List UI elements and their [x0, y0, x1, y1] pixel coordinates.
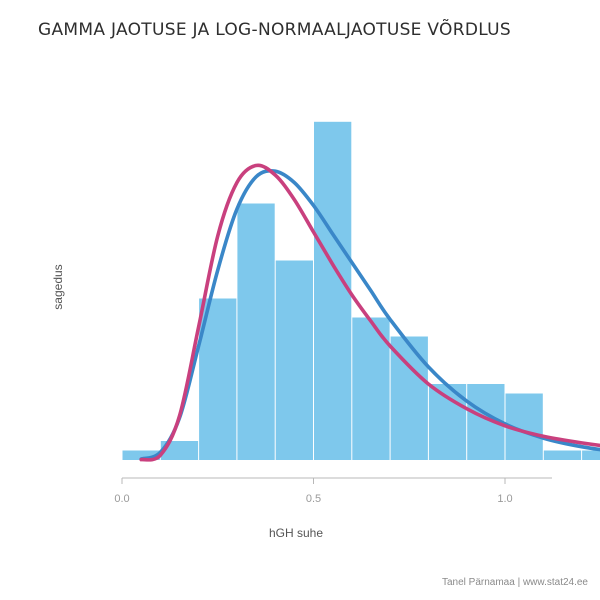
credit-text: Tanel Pärnamaa | www.stat24.ee [441, 577, 588, 588]
x-tick-label: 1.0 [497, 493, 512, 505]
density-curves [139, 163, 600, 462]
lognormal-curve [139, 163, 600, 462]
histogram-bar [275, 260, 313, 460]
x-tick-label: 0.5 [306, 493, 321, 505]
x-axis-label: hGH suhe [268, 526, 324, 540]
histogram-bar [160, 441, 199, 460]
x-tick-label: 0.0 [114, 493, 129, 505]
histogram-bar [582, 450, 600, 460]
x-axis-ticks: 0.00.51.01.52.0 [114, 478, 513, 505]
histogram-bar [237, 203, 275, 460]
histogram-bar [122, 450, 160, 460]
y-axis-label: sagedus [51, 264, 65, 310]
histogram-bars [122, 121, 600, 461]
histogram-bar [352, 317, 390, 460]
histogram-bar [543, 450, 582, 460]
histogram-bar [314, 121, 352, 461]
gamma-curve [139, 168, 600, 461]
chart-title: GAMMA JAOTUSE JA LOG-NORMAALJAOTUSE VÕRD… [38, 20, 512, 40]
